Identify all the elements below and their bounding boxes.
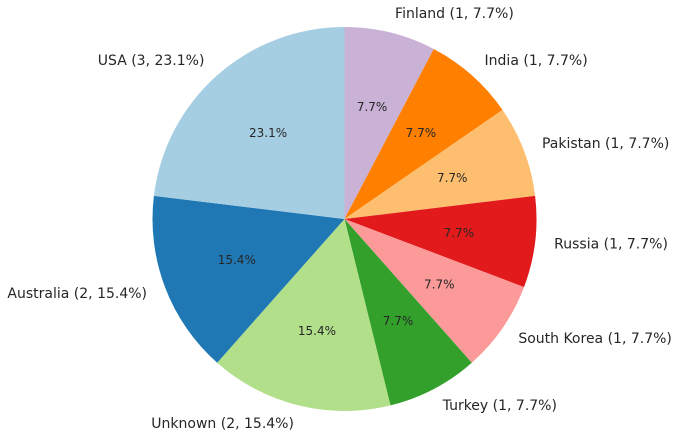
pie-outer-label-turkey: Turkey (1, 7.7%) xyxy=(442,398,557,414)
pie-percent-label-turkey: 7.7% xyxy=(383,314,414,328)
pie-slice-australia xyxy=(152,195,345,363)
pie-outer-label-australia: Australia (2, 15.4%) xyxy=(7,286,147,302)
pie-percent-label-india: 7.7% xyxy=(406,126,437,140)
pie-outer-label-usa: USA (3, 23.1%) xyxy=(98,53,205,69)
pie-percent-label-russia: 7.7% xyxy=(444,226,475,240)
pie-slice-pakistan xyxy=(344,109,536,219)
pie-percent-labels: 7.7% 7.7% 7.7% 7.7% 7.7% 7.7% 15.4% 15.4% 23.1% xyxy=(218,100,474,338)
pie-slices xyxy=(152,27,537,412)
pie-slice-india xyxy=(344,48,503,219)
pie-percent-label-australia: 15.4% xyxy=(218,253,256,267)
pie-slice-russia xyxy=(344,195,537,288)
pie-outer-labels: Finland (1, 7.7%) India (1, 7.7%) Pakistan… xyxy=(7,6,671,432)
pie-outer-label-south-korea: South Korea (1, 7.7%) xyxy=(518,331,672,347)
pie-percent-label-south-korea: 7.7% xyxy=(424,277,455,291)
pie-slice-finland xyxy=(344,27,434,219)
pie-outer-label-unknown: Unknown (2, 15.4%) xyxy=(151,416,294,432)
pie-outer-label-pakistan: Pakistan (1, 7.7%) xyxy=(542,136,669,152)
pie-outer-label-finland: Finland (1, 7.7%) xyxy=(395,6,514,22)
pie-percent-label-pakistan: 7.7% xyxy=(437,171,468,185)
pie-percent-label-finland: 7.7% xyxy=(357,100,388,114)
pie-slice-unknown xyxy=(217,219,391,412)
pie-percent-label-usa: 23.1% xyxy=(249,126,287,140)
pie-outer-label-india: India (1, 7.7%) xyxy=(485,53,588,69)
pie-percent-label-unknown: 15.4% xyxy=(298,324,336,338)
pie-outer-label-russia: Russia (1, 7.7%) xyxy=(554,236,668,252)
pie-slice-south-korea xyxy=(344,219,525,363)
pie-slice-usa xyxy=(153,27,345,219)
pie-slice-turkey xyxy=(344,219,472,406)
